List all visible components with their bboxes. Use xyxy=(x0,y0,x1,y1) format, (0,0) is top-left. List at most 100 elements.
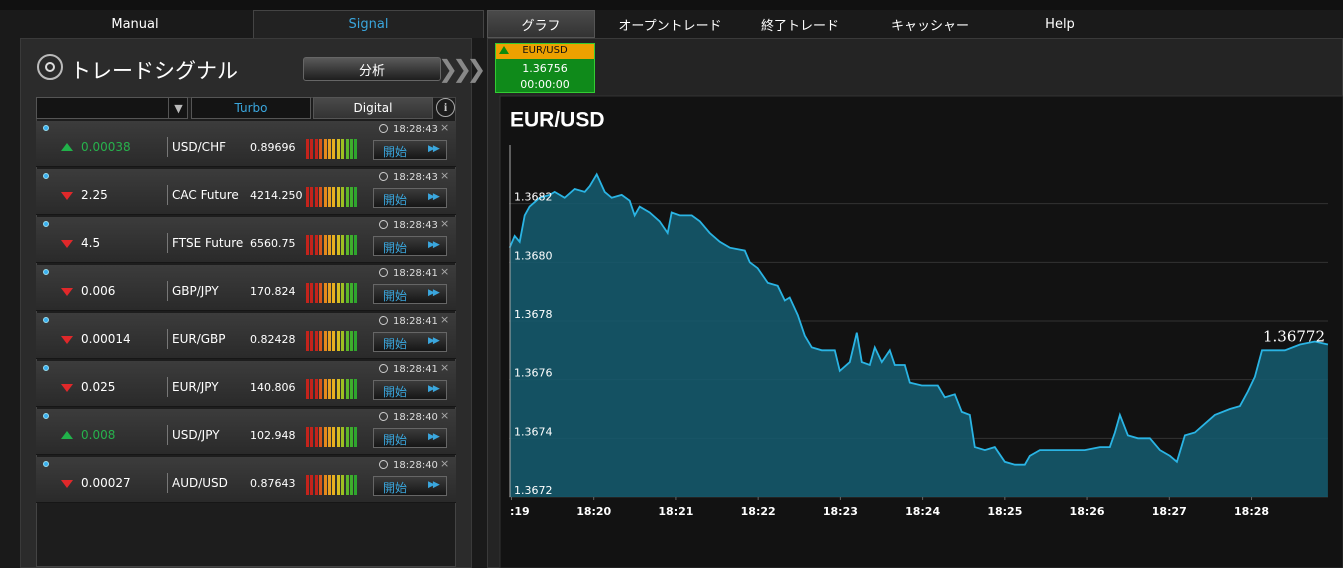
x-tick-label: 18:26 xyxy=(1070,505,1105,518)
start-button[interactable]: 開始 ▶▶ xyxy=(373,476,447,496)
strength-bar xyxy=(332,283,336,303)
price: 102.948 xyxy=(250,429,296,442)
strength-bar xyxy=(341,331,345,351)
price: 0.89696 xyxy=(250,141,296,154)
start-button[interactable]: 開始 ▶▶ xyxy=(373,236,447,256)
panel-title: トレードシグナル xyxy=(70,59,238,83)
strength-bar xyxy=(336,235,340,255)
close-icon[interactable]: × xyxy=(440,313,450,326)
strength-bar xyxy=(350,331,353,351)
tab-turbo[interactable]: Turbo xyxy=(191,97,311,119)
strength-bar xyxy=(314,379,318,399)
strength-bar xyxy=(341,139,345,159)
asset: EUR/GBP xyxy=(172,332,226,346)
dropdown-arrow[interactable]: ▼ xyxy=(168,97,188,119)
start-button[interactable]: 開始 ▶▶ xyxy=(373,380,447,400)
strength-bar xyxy=(341,379,345,399)
asset: USD/CHF xyxy=(172,140,226,154)
strength-bar xyxy=(319,283,323,303)
y-tick-label: 1.3678 xyxy=(514,308,553,321)
start-button[interactable]: 開始 ▶▶ xyxy=(373,140,447,160)
x-tick-label: 18:28 xyxy=(1234,505,1269,518)
clock-icon xyxy=(379,172,388,181)
y-tick-label: 1.3680 xyxy=(514,249,553,262)
close-icon[interactable]: × xyxy=(440,361,450,374)
start-button[interactable]: 開始 ▶▶ xyxy=(373,332,447,352)
strength-bar xyxy=(314,187,318,207)
strength-bar xyxy=(332,475,336,495)
start-button[interactable]: 開始 ▶▶ xyxy=(373,428,447,448)
close-icon[interactable]: × xyxy=(440,457,450,470)
nav-tab[interactable]: Help xyxy=(1045,16,1075,32)
strength-bar xyxy=(345,331,349,351)
close-icon[interactable]: × xyxy=(440,169,450,182)
strength-bar xyxy=(332,139,336,159)
strength-bar xyxy=(319,331,323,351)
strength-bar xyxy=(328,379,331,399)
strength-bar xyxy=(345,283,349,303)
analysis-button[interactable]: 分析 xyxy=(303,57,441,81)
y-tick-label: 1.3674 xyxy=(514,425,553,438)
start-label: 開始 xyxy=(383,241,408,255)
start-button[interactable]: 開始 ▶▶ xyxy=(373,284,447,304)
ticker-timer: 00:00:00 xyxy=(520,78,570,91)
strength-bar xyxy=(341,427,345,447)
strength-bar xyxy=(319,427,323,447)
nav-tab[interactable]: Manual xyxy=(111,16,159,32)
close-icon[interactable]: × xyxy=(440,409,450,422)
strength-bar xyxy=(314,427,318,447)
x-tick-label: 18:20 xyxy=(576,505,611,518)
y-tick-label: 1.3672 xyxy=(514,484,553,497)
strength-bar xyxy=(323,379,327,399)
ticker[interactable]: EUR/USD 1.36756 00:00:00 xyxy=(495,43,595,93)
signal-icon xyxy=(37,54,63,80)
info-icon[interactable]: i xyxy=(436,98,455,117)
signal-row[interactable]: 0.006 GBP/JPY 170.824 18:28:41 × 開始 ▶▶ xyxy=(36,265,456,311)
strength-bar xyxy=(306,187,309,207)
clock-icon xyxy=(379,220,388,229)
start-button[interactable]: 開始 ▶▶ xyxy=(373,188,447,208)
x-tick-label: 18:24 xyxy=(905,505,940,518)
direction-arrow xyxy=(61,192,73,200)
start-label: 開始 xyxy=(383,145,408,159)
signal-row[interactable]: 0.00038 USD/CHF 0.89696 18:28:43 × 開始 ▶▶ xyxy=(36,121,456,167)
close-icon[interactable]: × xyxy=(440,265,450,278)
separator xyxy=(167,233,168,253)
nav-tab[interactable]: キャッシャー xyxy=(890,18,969,34)
strength-bar xyxy=(328,427,331,447)
x-tick-label: :19 xyxy=(510,505,530,518)
signal-row[interactable]: 0.00014 EUR/GBP 0.82428 18:28:41 × 開始 ▶▶ xyxy=(36,313,456,359)
signal-row[interactable]: 0.025 EUR/JPY 140.806 18:28:41 × 開始 ▶▶ xyxy=(36,361,456,407)
time: 18:28:41 xyxy=(393,316,438,327)
status-dot xyxy=(43,461,49,467)
asset: EUR/JPY xyxy=(172,380,219,394)
area xyxy=(509,174,1328,498)
tab-digital[interactable]: Digital xyxy=(313,97,433,119)
nav-tab[interactable]: オープントレード xyxy=(618,18,722,34)
signal-row[interactable]: 0.00027 AUD/USD 0.87643 18:28:40 × 開始 ▶▶ xyxy=(36,457,456,503)
signal-row[interactable]: 0.008 USD/JPY 102.948 18:28:40 × 開始 ▶▶ xyxy=(36,409,456,455)
line xyxy=(508,172,1329,466)
close-icon[interactable]: × xyxy=(440,217,450,230)
separator xyxy=(167,425,168,445)
direction-arrow xyxy=(61,384,73,392)
nav-tab[interactable]: 終了トレード xyxy=(760,18,839,34)
strength-bar xyxy=(319,187,323,207)
start-arrows: ▶▶ xyxy=(428,480,440,490)
signal-value: 0.00027 xyxy=(81,476,131,490)
time: 18:28:40 xyxy=(393,460,438,471)
strength-bar xyxy=(354,427,358,447)
status-dot xyxy=(43,221,49,227)
strength-bar xyxy=(336,427,340,447)
strength-bar xyxy=(350,187,353,207)
nav-tab[interactable]: Signal xyxy=(253,10,484,38)
strength-bar xyxy=(350,283,353,303)
signal-row[interactable]: 2.25 CAC Future 4214.250 18:28:43 × 開始 ▶▶ xyxy=(36,169,456,215)
direction-arrow xyxy=(61,143,73,151)
signal-row[interactable]: 4.5 FTSE Future 6560.75 18:28:43 × 開始 ▶▶ xyxy=(36,217,456,263)
close-icon[interactable]: × xyxy=(440,121,450,134)
clock-icon xyxy=(379,316,388,325)
dropdown[interactable] xyxy=(36,97,188,119)
nav-tab[interactable]: グラフ xyxy=(487,10,595,38)
